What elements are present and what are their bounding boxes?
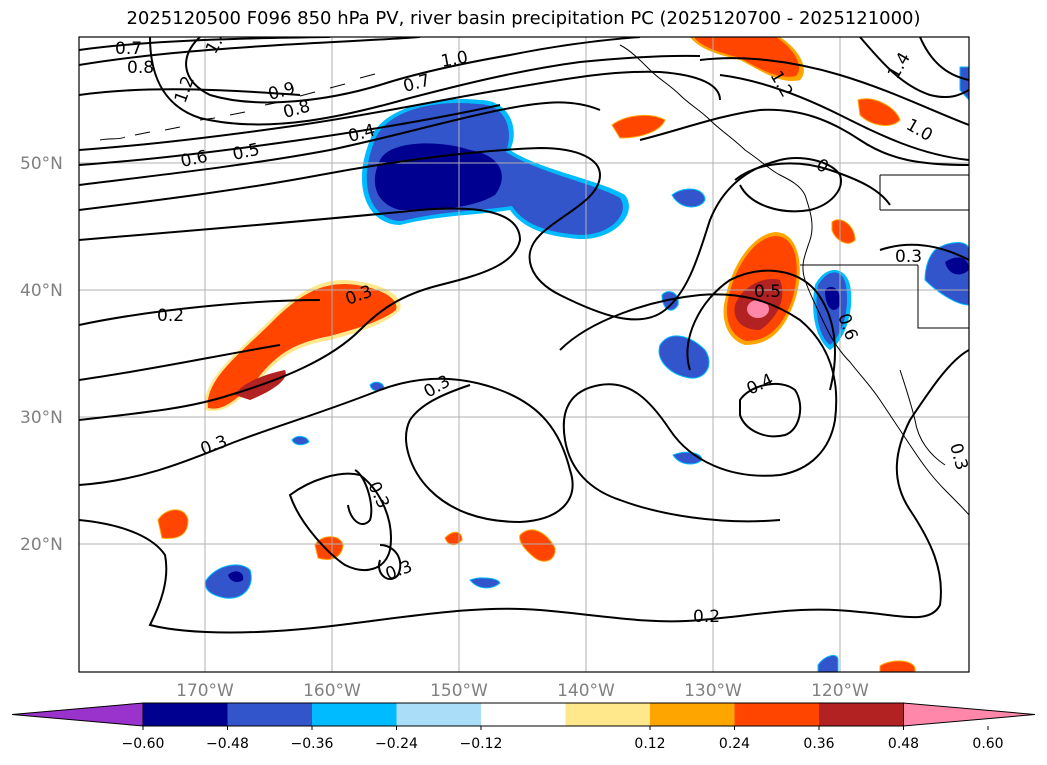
contour-label: 0.7 — [115, 39, 142, 59]
contour-label: 0.2 — [157, 306, 184, 326]
colorbar-segment — [227, 703, 313, 726]
colorbar-extend-low — [11, 702, 144, 727]
lat-label: 40°N — [20, 281, 63, 301]
colorbar-segment — [396, 703, 482, 726]
longitude-labels: 170°W 160°W 150°W 140°W 130°W 120°W — [176, 681, 869, 701]
pv-contour-layer — [79, 37, 969, 634]
lat-label: 20°N — [20, 535, 63, 555]
contour-label: 0.8 — [127, 58, 154, 78]
colorbar-tick-label: 0.36 — [803, 736, 834, 752]
colorbar-tick-label: −0.24 — [375, 736, 418, 752]
colorbar-tick-label: −0.48 — [206, 736, 249, 752]
lon-label: 160°W — [303, 681, 361, 701]
map-title: 2025120500 F096 850 hPa PV, river basin … — [126, 8, 921, 29]
graticule — [79, 37, 969, 672]
contour-label: 0.5 — [754, 282, 781, 302]
coastlines — [99, 44, 969, 516]
colorbar-tick-label: 0.12 — [634, 736, 665, 752]
colorbar-tick-label: 0.24 — [719, 736, 750, 752]
lon-label: 130°W — [684, 681, 742, 701]
colorbar-extend-high — [903, 702, 1036, 727]
lat-label: 30°N — [20, 408, 63, 428]
lon-label: 150°W — [430, 681, 488, 701]
contour-label: 0.3 — [895, 247, 922, 267]
colorbar-segment — [819, 703, 904, 726]
colorbar-tick-label: 0.48 — [888, 736, 919, 752]
colorbar-segment — [312, 703, 397, 726]
colorbar-tick-label: −0.60 — [122, 736, 165, 752]
precip-fill-layer — [157, 37, 969, 672]
colorbar-tick-label: 0.60 — [972, 736, 1003, 752]
colorbar-segment — [650, 703, 735, 726]
colorbar-segment — [143, 703, 228, 726]
colorbar-tick-label: −0.36 — [291, 736, 334, 752]
latitude-labels: 50°N 40°N 30°N 20°N — [20, 154, 63, 555]
contour-label: 1.0 — [439, 48, 469, 72]
lon-label: 120°W — [811, 681, 869, 701]
colorbar-segment — [481, 703, 566, 726]
colorbar-segment — [565, 703, 651, 726]
lat-label: 50°N — [20, 154, 63, 174]
colorbar-outline — [142, 702, 904, 727]
colorbar-tick-label: −0.12 — [460, 736, 503, 752]
contour-label: 0.3 — [945, 441, 971, 472]
colorbar-segment — [734, 703, 820, 726]
contour-label: 0.2 — [693, 607, 720, 627]
contour-labels: 0.7 0.8 1.2 1.4 0.9 0.8 0.7 1.0 0.6 0.5 … — [115, 37, 971, 627]
lon-label: 170°W — [176, 681, 234, 701]
colorbar: −0.60 −0.48 −0.36 −0.24 −0.12 0.12 0.24 0.36 0.4… — [11, 702, 1036, 752]
map-frame — [78, 36, 970, 673]
lon-label: 140°W — [557, 681, 615, 701]
